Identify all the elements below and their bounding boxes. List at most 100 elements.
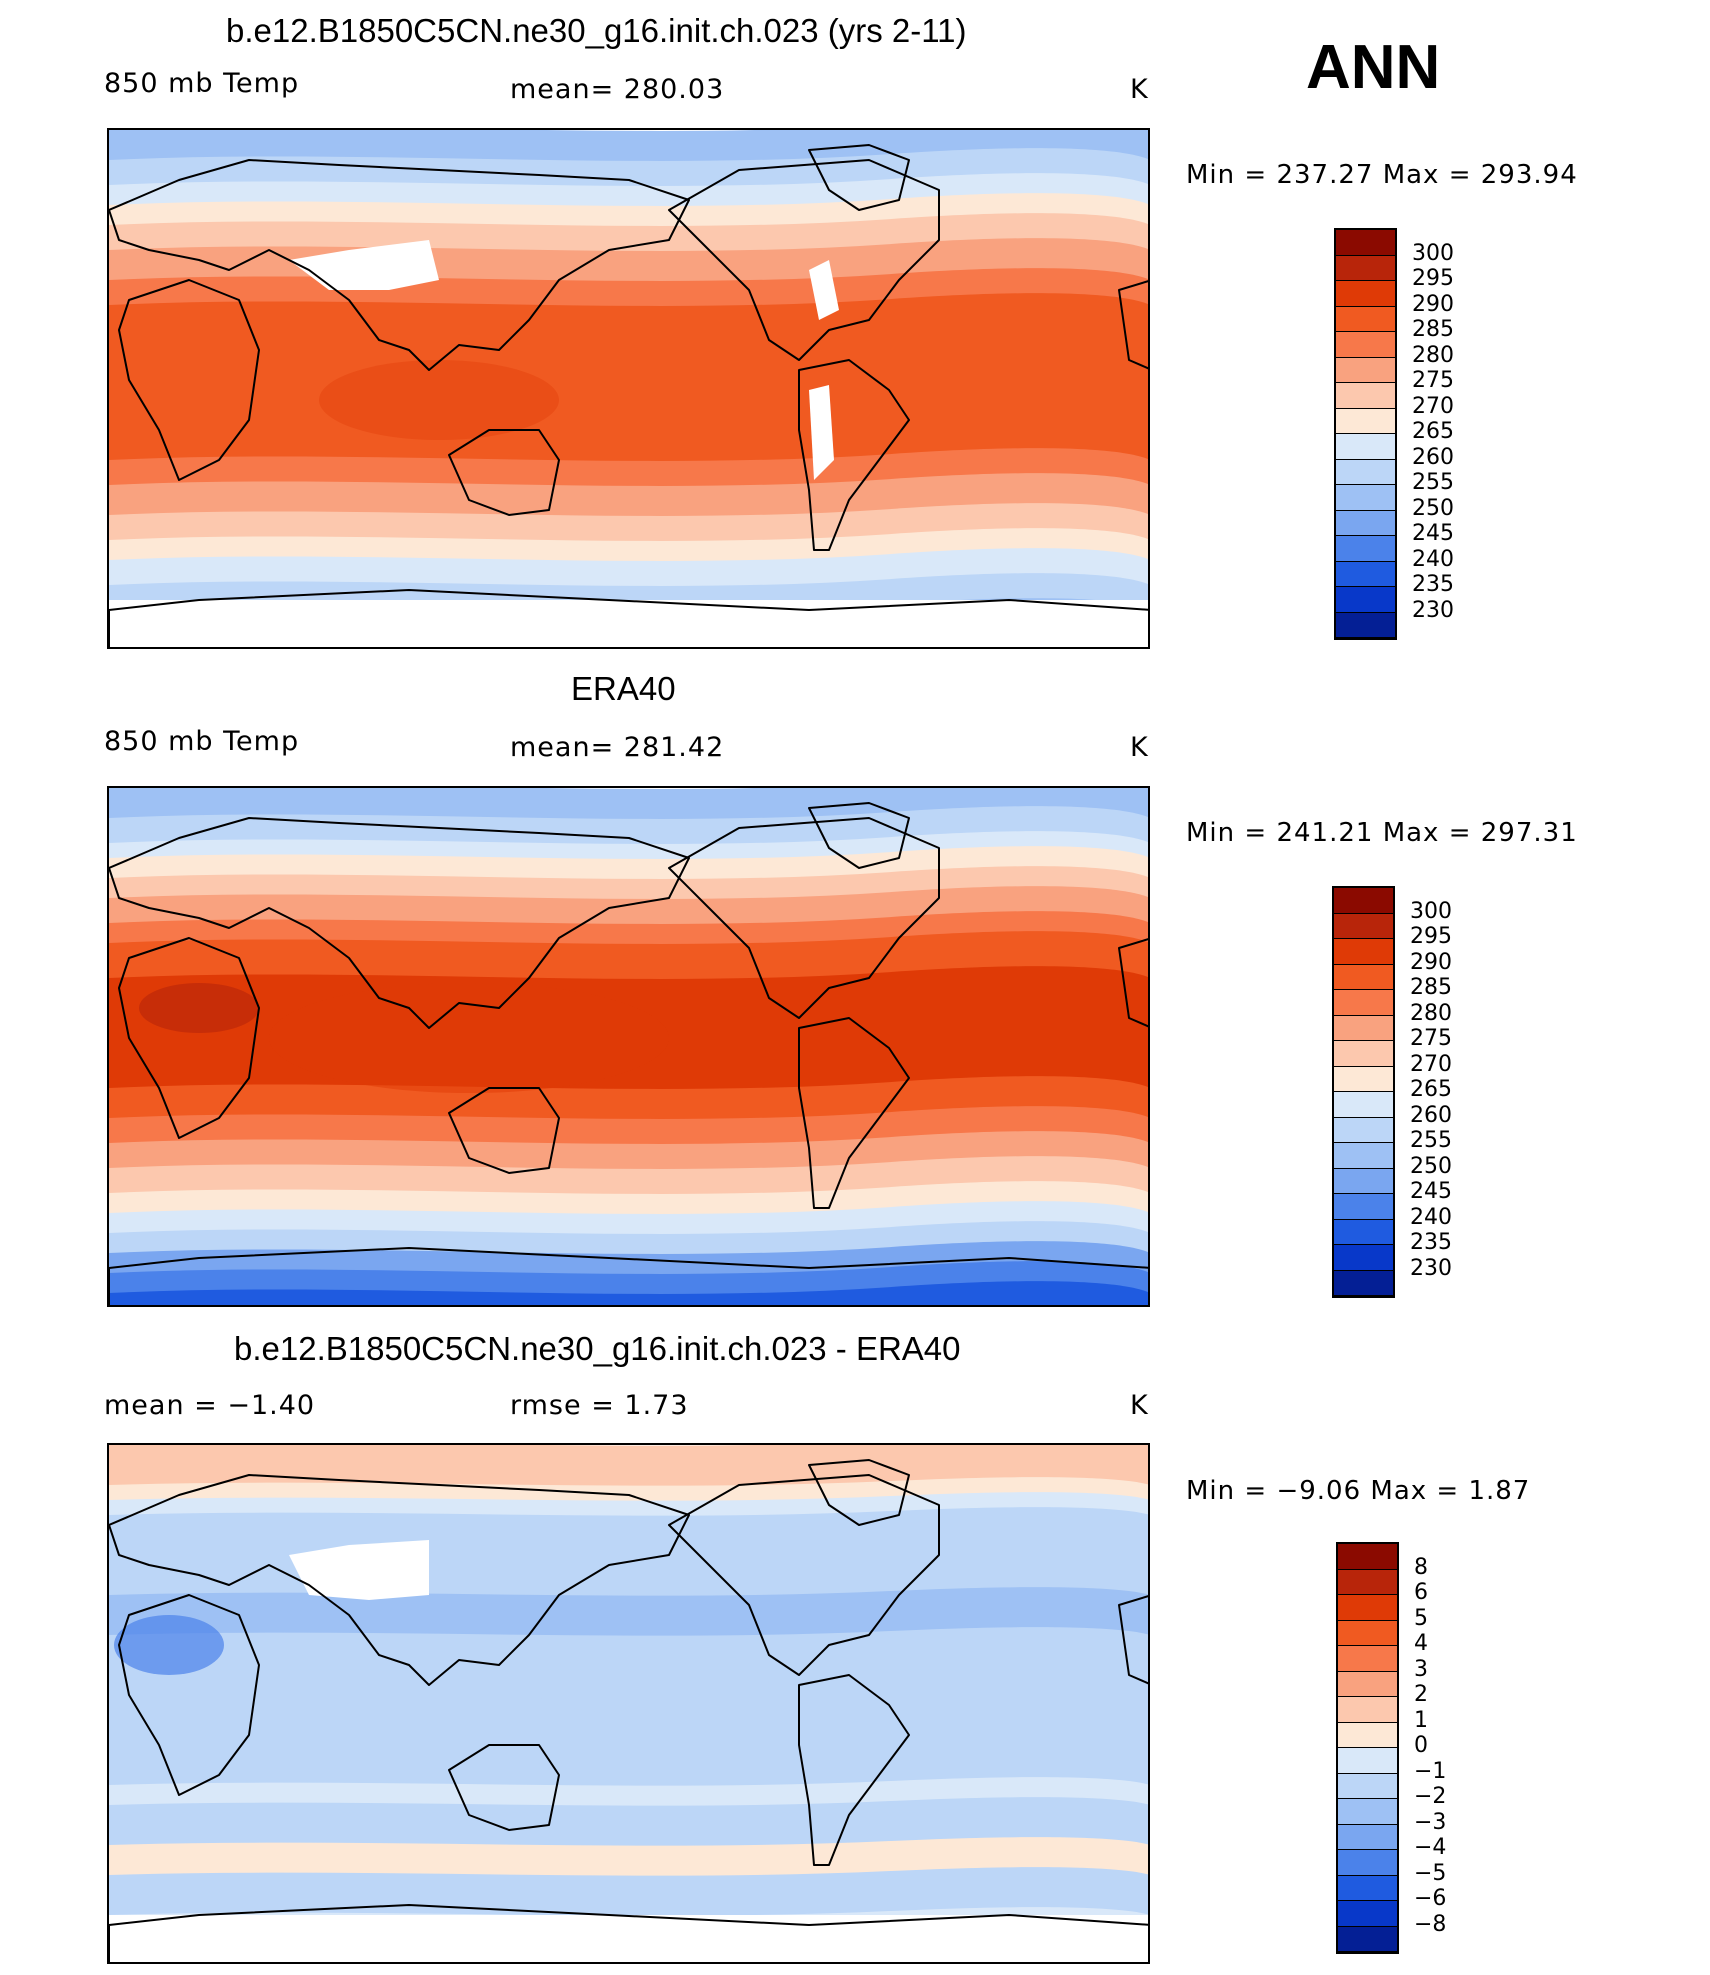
colorbar-box [1336, 408, 1395, 434]
panel-3-rmse-label: rmse = 1.73 [510, 1390, 689, 1421]
colorbar-tick-label: 300 [1410, 898, 1452, 924]
colorbar-box [1338, 1595, 1397, 1621]
coastline [798, 1674, 910, 1866]
colorbar-box [1338, 1875, 1397, 1901]
colorbar-tick-label: 300 [1412, 240, 1454, 266]
panel-3-units: K [1130, 1390, 1149, 1421]
colorbar-box [1334, 1066, 1393, 1092]
colorbar-tick-label: 265 [1412, 419, 1454, 444]
colorbar-box [1336, 255, 1395, 281]
contour-band [109, 1181, 1148, 1215]
panel-3-colorbar [1336, 1542, 1399, 1954]
contour-band [109, 846, 1148, 880]
colorbar-box [1334, 939, 1393, 965]
missing-data-rockies [809, 260, 839, 320]
colorbar-tick-label: 275 [1412, 368, 1454, 393]
colorbar-tick-label: 295 [1412, 266, 1454, 291]
colorbar-tick-label: 285 [1410, 975, 1452, 1000]
colorbar-box [1338, 1926, 1397, 1952]
colorbar-box [1334, 1194, 1393, 1220]
panel-2-map-svg [109, 788, 1148, 1305]
colorbar-box [1336, 281, 1395, 307]
colorbar-box [1334, 1245, 1393, 1271]
colorbar-tick-label: 285 [1412, 317, 1454, 342]
colorbar-tick-label: 260 [1412, 444, 1454, 470]
colorbar-tick-label: 265 [1410, 1077, 1452, 1102]
panel-1-units: K [1130, 74, 1149, 105]
contour-band [109, 1131, 1148, 1170]
contour-band [109, 1201, 1148, 1235]
panel-1-colorbar [1334, 228, 1397, 640]
colorbar-box [1334, 1092, 1393, 1118]
colorbar-box [1338, 1646, 1397, 1672]
coastline [109, 159, 690, 371]
contour-band [109, 806, 1148, 845]
colorbar-box [1336, 561, 1395, 587]
contour-band [109, 1445, 1148, 1487]
colorbar-tick-label: 295 [1410, 924, 1452, 949]
colorbar-box [1336, 612, 1395, 638]
colorbar-tick-label: 0 [1414, 1733, 1428, 1758]
contour-band [109, 148, 1148, 187]
missing-data-antarctica [109, 1915, 1148, 1962]
colorbar-tick-label: 230 [1410, 1255, 1452, 1281]
colorbar-box [1334, 1143, 1393, 1169]
colorbar-tick-label: 1 [1414, 1707, 1428, 1733]
colorbar-tick-label: 280 [1410, 1000, 1452, 1026]
colorbar-tick-label: −5 [1414, 1860, 1447, 1886]
panel-1-title: b.e12.B1850C5CN.ne30_g16.init.ch.023 (yr… [226, 12, 967, 49]
colorbar-tick-label: 270 [1410, 1051, 1452, 1077]
colorbar-box [1336, 485, 1395, 511]
colorbar-box [1336, 306, 1395, 332]
coastline [1118, 1595, 1148, 1685]
colorbar-box [1334, 1168, 1393, 1194]
colorbar-box [1338, 1569, 1397, 1595]
panel-2-units: K [1130, 732, 1149, 763]
warm-pool [269, 983, 669, 1093]
contour-band [109, 788, 1148, 820]
colorbar-box [1338, 1671, 1397, 1697]
panel-1-mean-label: mean= 280.03 [510, 74, 725, 105]
colorbar-tick-label: 8 [1414, 1554, 1428, 1580]
colorbar-tick-label: 240 [1410, 1204, 1452, 1230]
colorbar-box [1336, 434, 1395, 460]
missing-data-himalaya [289, 1540, 429, 1600]
panel-1-variable-label: 850 mb Temp [104, 68, 300, 99]
colorbar-box [1334, 1041, 1393, 1067]
coastline [448, 1087, 560, 1174]
colorbar-box [1338, 1799, 1397, 1825]
missing-data-andes [809, 385, 834, 480]
contour-band [109, 866, 1148, 900]
colorbar-tick-label: 275 [1410, 1026, 1452, 1051]
coastline [118, 937, 260, 1139]
colorbar-box [1334, 1219, 1393, 1245]
contour-band [109, 1777, 1148, 1807]
colorbar-tick-label: 3 [1414, 1656, 1428, 1682]
contour-band [109, 1261, 1148, 1295]
coastline [109, 1904, 1148, 1962]
colorbar-box [1334, 990, 1393, 1016]
colorbar-box [1338, 1748, 1397, 1774]
coastline [808, 1459, 910, 1526]
contour-band [109, 548, 1148, 587]
contour-band [109, 1156, 1148, 1195]
colorbar-tick-label: 250 [1412, 495, 1454, 521]
coastline [798, 359, 910, 551]
coastline [118, 1594, 260, 1796]
contour-band [109, 911, 1148, 945]
colorbar-box [1336, 536, 1395, 562]
colorbar-box [1334, 888, 1393, 914]
contour-band [109, 1281, 1148, 1305]
colorbar-tick-label: 245 [1410, 1179, 1452, 1204]
colorbar-tick-label: −6 [1414, 1886, 1447, 1911]
coastline [448, 1744, 560, 1831]
colorbar-box [1334, 1270, 1393, 1296]
colorbar-tick-label: 280 [1412, 342, 1454, 368]
panel-3-map [107, 1443, 1150, 1964]
contour-band [109, 448, 1148, 487]
colorbar-box [1336, 230, 1395, 256]
contour-band [109, 130, 1148, 162]
colorbar-tick-label: −1 [1414, 1758, 1447, 1784]
warm-sahara [139, 983, 259, 1033]
panel-2-minmax: Min = 241.21 Max = 297.31 [1186, 818, 1578, 848]
